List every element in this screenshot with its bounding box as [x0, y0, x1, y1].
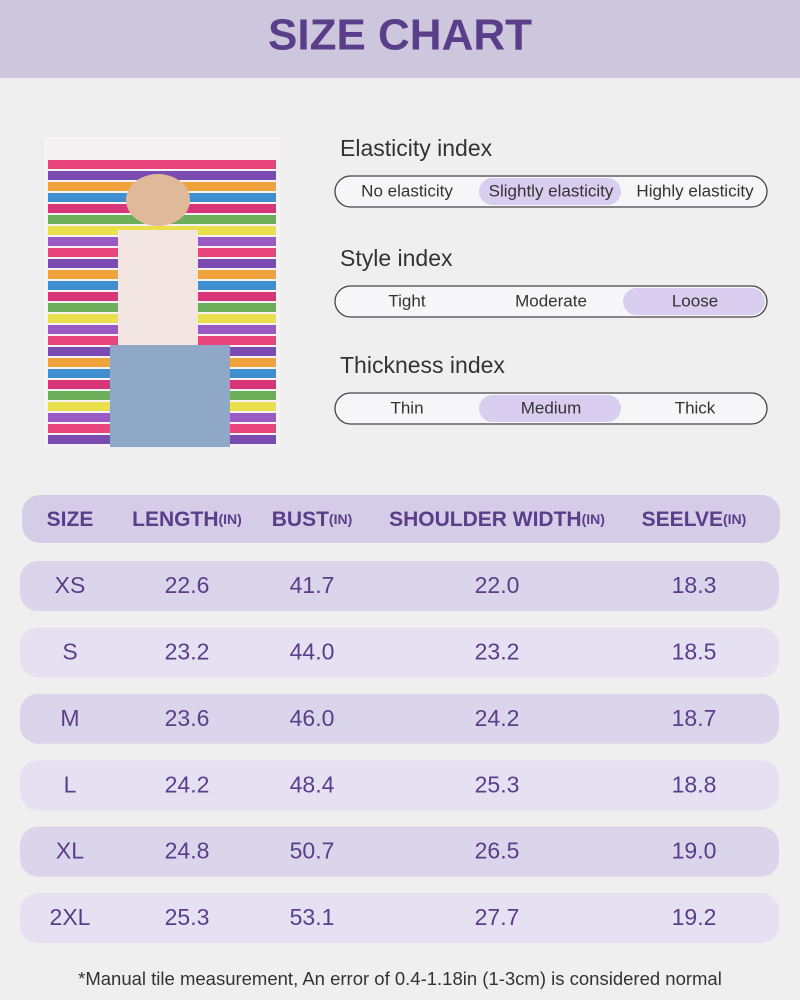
- table-cell: 44.0: [290, 638, 335, 664]
- footnote: *Manual tile measurement, An error of 0.…: [78, 968, 722, 989]
- column-unit: (IN): [219, 511, 242, 527]
- table-cell: 25.3: [475, 771, 520, 797]
- index-option: Loose: [672, 291, 718, 310]
- header-band: [0, 0, 800, 78]
- index-option: No elasticity: [361, 181, 453, 200]
- column-name: SHOULDER WIDTH: [389, 508, 582, 531]
- table-cell: 50.7: [290, 838, 335, 864]
- table-cell: XL: [56, 838, 84, 864]
- table-row: [20, 893, 779, 943]
- table-cell: XS: [55, 572, 86, 598]
- table-cell: 2XL: [50, 904, 91, 930]
- index-option: Tight: [388, 291, 425, 310]
- index-label: Thickness index: [340, 352, 505, 378]
- table-cell: 48.4: [290, 771, 335, 797]
- table-cell: 19.0: [672, 838, 717, 864]
- index-label: Elasticity index: [340, 135, 493, 161]
- table-row: [20, 627, 779, 678]
- table-cell: 18.8: [672, 771, 717, 797]
- column-name: SEELVE: [642, 508, 723, 531]
- table-cell: 18.3: [672, 572, 717, 598]
- product-photo: [44, 137, 280, 447]
- table-cell: S: [62, 638, 77, 664]
- column-header: SIZE: [47, 508, 94, 531]
- table-cell: M: [60, 705, 79, 731]
- index-selected: [479, 178, 621, 205]
- table-cell: 18.7: [672, 705, 717, 731]
- index-option: Thick: [675, 398, 716, 417]
- table-cell: 46.0: [290, 705, 335, 731]
- table-cell: 23.2: [165, 638, 210, 664]
- column-unit: (IN): [723, 511, 746, 527]
- table-cell: 22.0: [475, 572, 520, 598]
- column-unit: (IN): [329, 511, 352, 527]
- index-label: Style index: [340, 245, 453, 271]
- column-header: BUST(IN): [272, 508, 353, 531]
- table-row: [20, 693, 779, 744]
- table-cell: 22.6: [165, 572, 210, 598]
- table-cell: 41.7: [290, 572, 335, 598]
- table-cell: 24.2: [475, 705, 520, 731]
- table-cell: 53.1: [290, 904, 335, 930]
- table-cell: 24.2: [165, 771, 210, 797]
- table-cell: L: [64, 771, 77, 797]
- table-cell: 25.3: [165, 904, 210, 930]
- table-row: [20, 561, 779, 611]
- table-header: [22, 495, 780, 543]
- column-header: SEELVE(IN): [642, 508, 747, 531]
- column-unit: (IN): [582, 511, 605, 527]
- table-cell: 24.8: [165, 838, 210, 864]
- column-header: LENGTH(IN): [132, 508, 242, 531]
- table-cell: 19.2: [672, 904, 717, 930]
- table-cell: 23.2: [475, 638, 520, 664]
- title: SIZE CHART: [268, 11, 532, 60]
- index-option: Medium: [521, 398, 581, 417]
- column-header: SHOULDER WIDTH(IN): [389, 508, 605, 531]
- table-cell: 18.5: [672, 638, 717, 664]
- table-cell: 23.6: [165, 705, 210, 731]
- index-option: Highly elasticity: [636, 181, 754, 200]
- index-selected: [479, 395, 621, 422]
- column-name: LENGTH: [132, 508, 218, 531]
- stripe: [48, 160, 276, 169]
- index-option: Moderate: [515, 291, 587, 310]
- column-name: BUST: [272, 508, 329, 531]
- table-row: [20, 826, 779, 877]
- table-cell: 26.5: [475, 838, 520, 864]
- index-selected: [623, 288, 765, 315]
- table-cell: 27.7: [475, 904, 520, 930]
- column-name: SIZE: [47, 508, 94, 531]
- index-option: Slightly elasticity: [489, 181, 614, 200]
- table-row: [20, 760, 779, 811]
- index-option: Thin: [390, 398, 423, 417]
